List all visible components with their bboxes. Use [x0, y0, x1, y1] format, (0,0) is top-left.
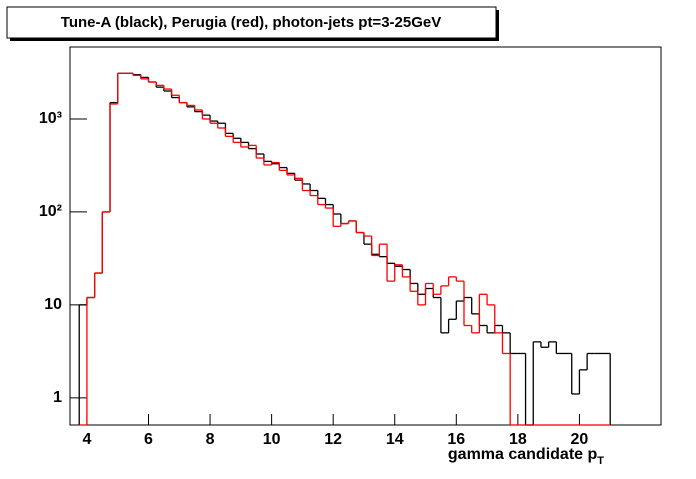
x-tick-label: 14: [386, 431, 404, 448]
x-axis-label-main: gamma candidate p: [448, 446, 598, 463]
x-tick-label: 10: [263, 431, 281, 448]
x-tick-label: 20: [571, 431, 589, 448]
x-tick-label: 16: [447, 431, 465, 448]
x-tick-label: 6: [144, 431, 153, 448]
x-tick-label: 18: [509, 431, 527, 448]
x-axis-label-sub: T: [597, 455, 604, 467]
y-tick-label: 10: [44, 296, 62, 313]
title-box: [6, 6, 497, 39]
histogram-riser: [86, 73, 511, 425]
x-tick-label: 8: [206, 431, 215, 448]
y-tick-label: 1: [53, 389, 62, 406]
x-tick-label: 4: [82, 431, 91, 448]
plot-frame: [69, 46, 662, 426]
x-axis-label: gamma candidate pT: [448, 446, 604, 467]
chart-title: Tune-A (black), Perugia (red), photon-je…: [61, 14, 441, 31]
y-tick-label: 10³: [39, 110, 62, 127]
y-tick-label: 10²: [39, 203, 62, 220]
x-tick-label: 12: [324, 431, 342, 448]
